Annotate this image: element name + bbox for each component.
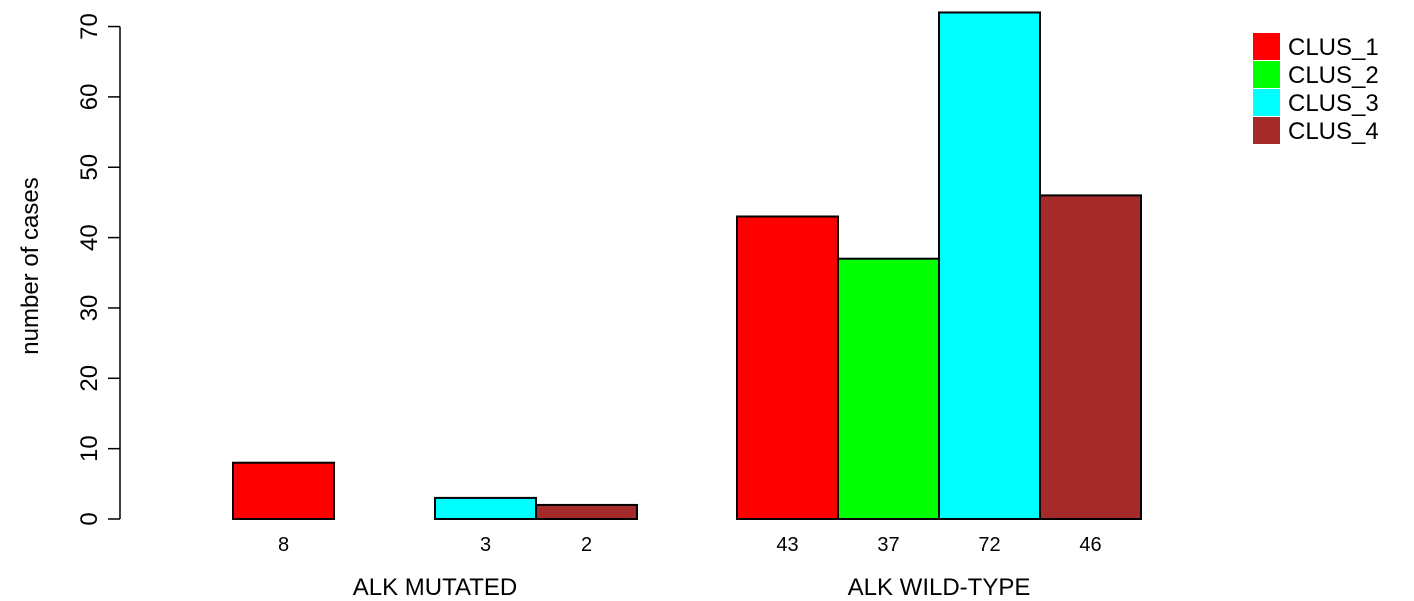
value-label: 2 [581, 534, 592, 556]
group-label: ALK WILD-TYPE [848, 574, 1031, 601]
value-label: 72 [978, 534, 1000, 556]
legend-label: CLUS_3 [1288, 90, 1379, 117]
bar [837, 257, 940, 520]
bar [736, 215, 839, 520]
y-tick-label: 30 [76, 295, 103, 322]
y-tick-label: 0 [76, 512, 103, 525]
y-tick-label: 40 [76, 224, 103, 251]
value-label: 8 [278, 534, 289, 556]
value-label: 3 [480, 534, 491, 556]
y-tick-label: 50 [76, 154, 103, 181]
y-axis-label: number of cases [17, 177, 44, 354]
y-tick-label: 70 [76, 13, 103, 40]
y-axis: 0 10 20 30 40 50 60 70 [76, 13, 121, 526]
legend-label: CLUS_4 [1288, 118, 1379, 145]
bar [1039, 194, 1142, 520]
legend-label: CLUS_2 [1288, 62, 1379, 89]
bar [938, 11, 1041, 520]
value-label: 43 [776, 534, 798, 556]
value-labels: 8 3 2 43 37 72 46 [278, 534, 1102, 556]
bars [232, 11, 1142, 520]
legend-swatch [1253, 61, 1280, 88]
legend-swatch [1253, 33, 1280, 60]
y-tick-label: 60 [76, 84, 103, 111]
group-labels: ALK MUTATED ALK WILD-TYPE [353, 574, 1031, 601]
y-tick-label: 10 [76, 435, 103, 462]
value-label: 37 [877, 534, 899, 556]
bar [535, 503, 638, 520]
legend-swatch [1253, 117, 1280, 144]
group-label: ALK MUTATED [353, 574, 517, 601]
value-label: 46 [1079, 534, 1101, 556]
bar [434, 496, 537, 520]
legend-swatch [1253, 89, 1280, 116]
bar [232, 461, 335, 520]
y-tick-label: 20 [76, 365, 103, 392]
legend-label: CLUS_1 [1288, 34, 1379, 61]
